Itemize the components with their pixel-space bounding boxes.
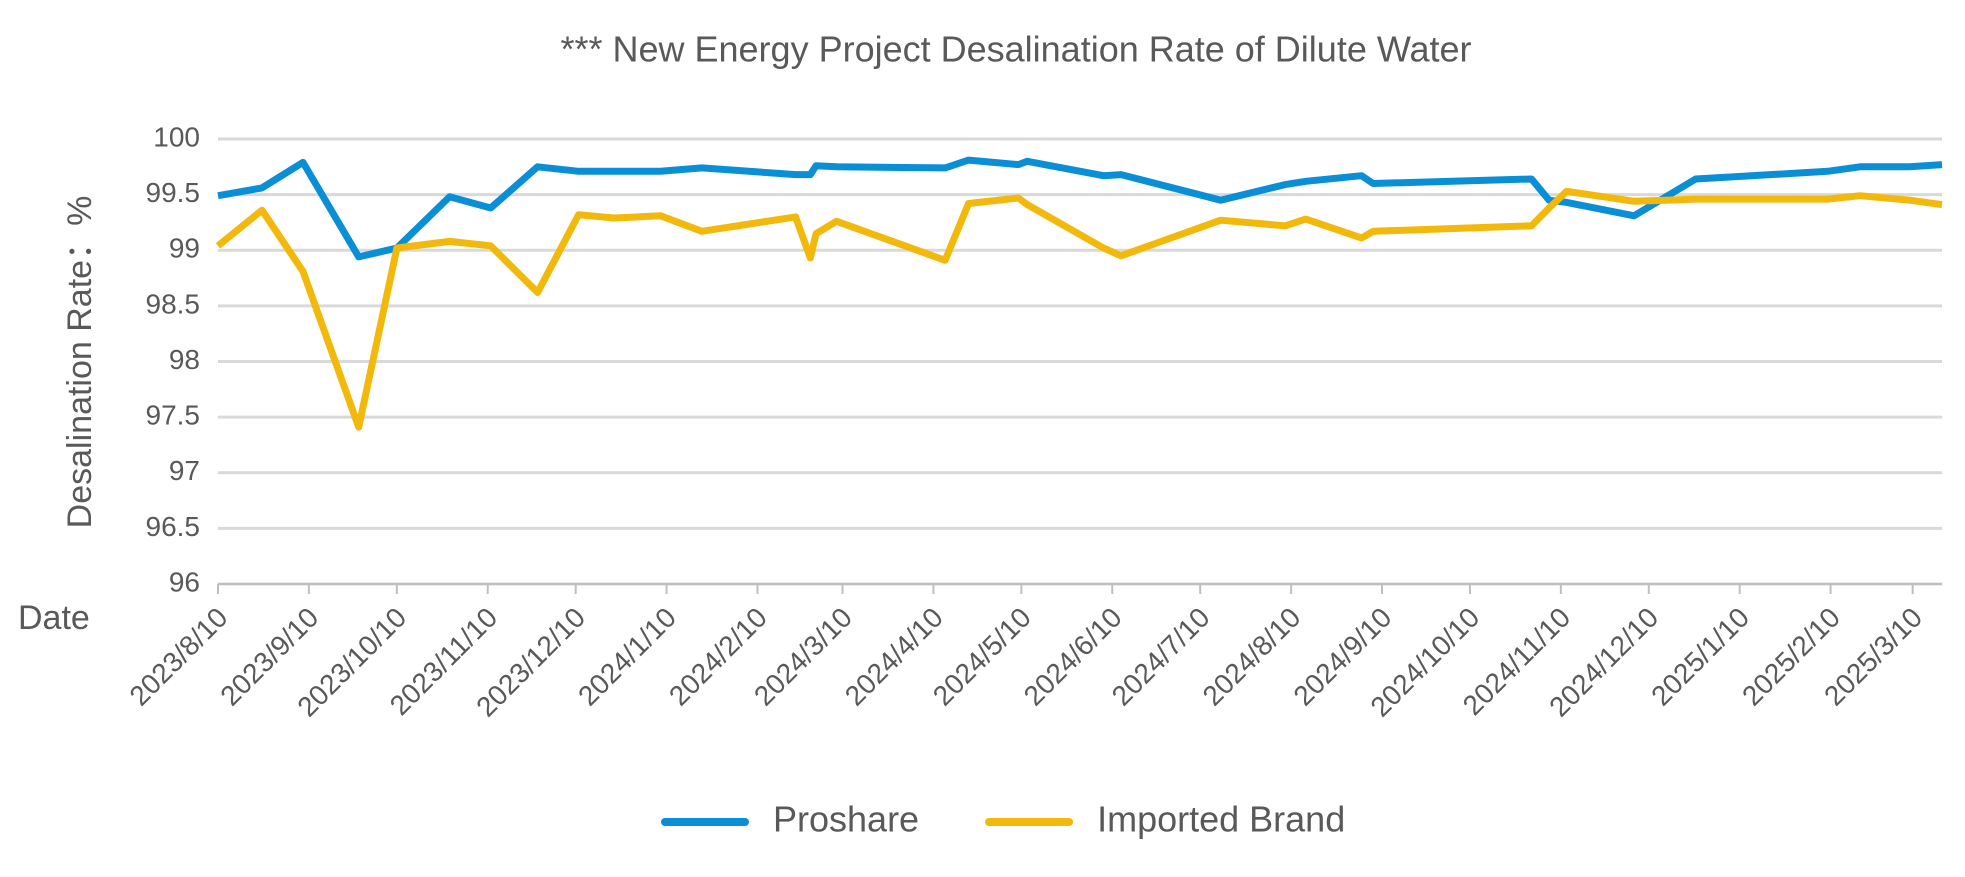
y-tick-label: 98.5 — [146, 288, 201, 319]
y-tick-label: 99.5 — [146, 177, 201, 208]
legend-label: Imported Brand — [1097, 799, 1345, 840]
y-tick-label: 100 — [153, 121, 200, 152]
x-tick-label: 2024/8/10 — [1197, 602, 1307, 712]
x-tick-label: 2025/1/10 — [1645, 602, 1755, 712]
x-axis-label: Date — [18, 599, 90, 637]
line-series — [217, 156, 1943, 261]
y-tick-label: 99 — [169, 233, 200, 264]
y-axis-label: Desalination Rate：% — [61, 196, 99, 529]
line-series — [215, 187, 1943, 431]
chart-title: *** New Energy Project Desalination Rate… — [560, 29, 1471, 70]
y-tick-label: 96.5 — [146, 511, 201, 542]
y-tick-label: 97 — [169, 455, 200, 486]
x-tick-label: 2023/8/10 — [123, 602, 233, 712]
y-tick-label: 98 — [169, 344, 200, 375]
legend-label: Proshare — [773, 799, 919, 840]
y-tick-label: 97.5 — [146, 400, 201, 431]
x-tick-label: 2024/1/10 — [572, 602, 682, 712]
y-tick-label: 96 — [169, 566, 200, 597]
